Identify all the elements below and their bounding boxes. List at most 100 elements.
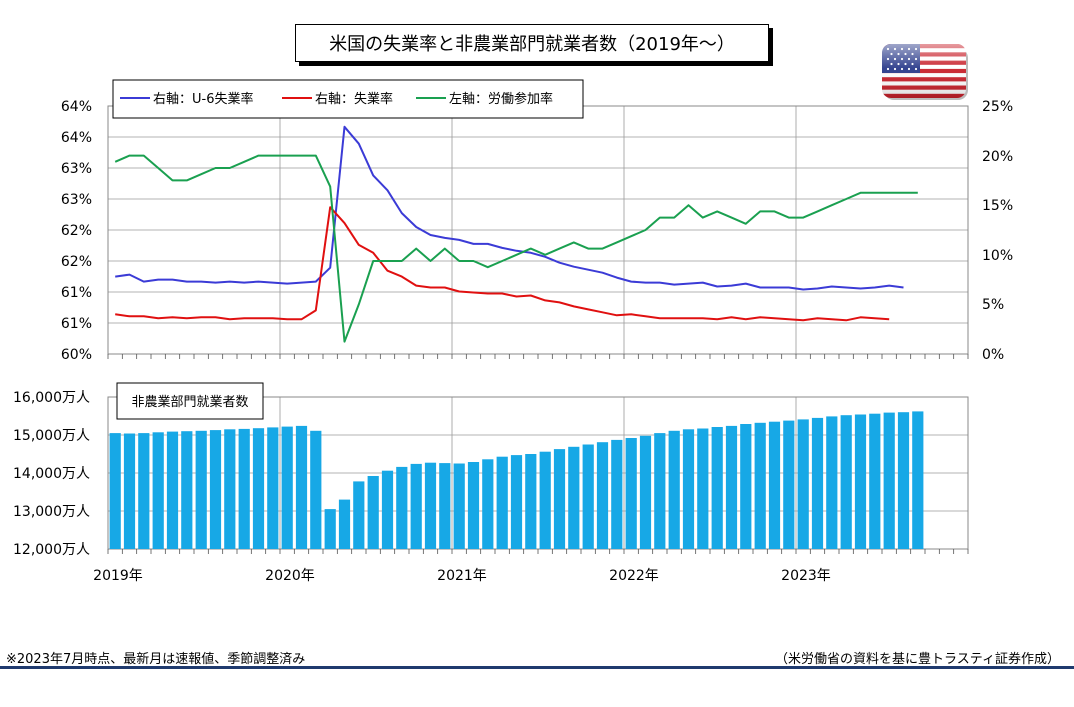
- right-axis-tick: 10%: [982, 248, 1013, 264]
- payroll-bar: [166, 431, 179, 549]
- footnote: ※2023年7月時点、最新月は速報値、季節調整済み: [6, 652, 306, 667]
- footer-rule: [0, 666, 1074, 669]
- left-axis-tick: 60%: [61, 347, 92, 363]
- payroll-bar: [697, 428, 709, 549]
- left-axis-tick: 62%: [61, 254, 92, 270]
- left-axis-tick: 62%: [61, 223, 92, 239]
- payroll-bar: [840, 415, 852, 549]
- payroll-bar: [668, 430, 680, 549]
- x-tick-label: 2022年: [609, 568, 659, 584]
- payroll-bar: [826, 416, 838, 549]
- payroll-bar: [224, 429, 236, 549]
- bar-y-tick: 14,000万人: [13, 466, 90, 482]
- payroll-bar: [367, 476, 379, 549]
- payroll-bar: [912, 411, 924, 549]
- x-tick-label: 2021年: [437, 568, 487, 584]
- left-axis-tick: 64%: [61, 99, 92, 115]
- right-axis-tick: 20%: [982, 149, 1013, 165]
- series-line-participation: [114, 154, 918, 343]
- payroll-bar: [123, 433, 136, 549]
- payroll-bar: [811, 417, 824, 549]
- bar-chart-y-axis: 12,000万人 13,000万人 14,000万人 15,000万人 16,0…: [13, 390, 90, 558]
- right-axis: 0% 5% 10% 15% 20% 25%: [982, 99, 1013, 363]
- payroll-bar: [596, 442, 609, 549]
- bar-y-tick: 16,000万人: [13, 390, 90, 406]
- bar-label-box: [116, 382, 264, 420]
- payroll-bar: [238, 428, 250, 549]
- payroll-bar: [310, 430, 322, 549]
- payroll-bar: [181, 431, 193, 549]
- left-axis-tick: 64%: [61, 130, 92, 146]
- payroll-bar: [267, 427, 279, 549]
- payroll-bar: [424, 462, 437, 549]
- left-axis: 60% 61% 61% 62% 62% 63% 63% 64% 64%: [61, 99, 92, 363]
- legend-label-unemployment: 右軸：失業率: [315, 91, 393, 107]
- payroll-bar: [138, 433, 150, 549]
- payroll-bar: [639, 435, 652, 549]
- left-axis-tick: 61%: [61, 285, 92, 301]
- line-chart-grid: [108, 106, 968, 354]
- payroll-bar: [539, 451, 551, 549]
- payroll-bar: [711, 427, 723, 549]
- chart-title: 米国の失業率と非農業部門就業者数（2019年～）: [295, 24, 769, 62]
- line-series-group: [114, 125, 918, 343]
- bar-series-group: [109, 411, 924, 549]
- series-line-unemployment: [115, 206, 890, 322]
- legend-label-participation: 左軸：労働参加率: [449, 91, 553, 107]
- payroll-bar: [625, 438, 637, 549]
- us-flag-icon: [882, 44, 968, 100]
- bar-chart-label: 非農業部門就業者数: [116, 382, 264, 420]
- left-axis-tick: 61%: [61, 316, 92, 332]
- payroll-bar: [869, 413, 881, 549]
- payroll-bar: [768, 421, 781, 549]
- right-axis-tick: 5%: [982, 297, 1004, 313]
- right-axis-tick: 0%: [982, 347, 1004, 363]
- payroll-bar: [109, 433, 121, 549]
- payroll-bar: [525, 454, 537, 549]
- right-axis-tick: 25%: [982, 99, 1013, 115]
- payroll-bar: [682, 429, 695, 549]
- payroll-bar: [338, 499, 351, 549]
- payroll-bar: [725, 425, 738, 549]
- payroll-bar: [252, 428, 265, 549]
- payroll-bar: [740, 424, 752, 549]
- bar-label-text: 非農業部門就業者数: [131, 394, 248, 410]
- bar-chart-x-ticks: [107, 549, 969, 554]
- source-note: （米労働省の資料を基に豊トラスティ証券作成）: [775, 652, 1060, 667]
- right-axis-tick: 15%: [982, 198, 1013, 214]
- payroll-bar: [152, 432, 164, 549]
- payroll-bar: [195, 430, 207, 549]
- bar-y-tick: 13,000万人: [13, 504, 90, 520]
- payroll-bar: [353, 481, 365, 549]
- bar-y-tick: 12,000万人: [13, 542, 90, 558]
- payroll-bar: [854, 414, 867, 549]
- payroll-bar: [467, 462, 480, 549]
- bar-y-tick: 15,000万人: [13, 428, 90, 444]
- payroll-bar: [553, 449, 566, 549]
- payroll-bar: [209, 430, 222, 549]
- payroll-bar: [410, 463, 422, 549]
- payroll-bar: [510, 455, 523, 549]
- series-line-u6: [115, 125, 904, 291]
- payroll-bar: [754, 422, 766, 549]
- bar-chart-grid: [108, 397, 968, 549]
- chart-title-text: 米国の失業率と非農業部門就業者数（2019年～）: [329, 34, 735, 55]
- payroll-bar: [654, 433, 666, 549]
- payroll-bar: [482, 459, 494, 549]
- payroll-bar: [439, 463, 451, 549]
- legend-label-u6: 右軸：U-6失業率: [153, 91, 253, 107]
- line-chart-legend: 右軸：U-6失業率 右軸：失業率 左軸：労働参加率: [112, 79, 584, 119]
- payroll-bar: [783, 420, 795, 549]
- x-tick-label: 2019年: [93, 568, 143, 584]
- payroll-bar: [396, 466, 408, 549]
- line-chart-x-ticks: [107, 354, 969, 359]
- payroll-bar: [568, 446, 580, 549]
- payroll-bar: [453, 463, 465, 549]
- left-axis-tick: 63%: [61, 161, 92, 177]
- payroll-bar: [324, 509, 336, 549]
- payroll-bar: [381, 470, 394, 549]
- payroll-bar: [295, 425, 308, 549]
- payroll-bar: [883, 412, 895, 549]
- payroll-bar: [281, 426, 293, 549]
